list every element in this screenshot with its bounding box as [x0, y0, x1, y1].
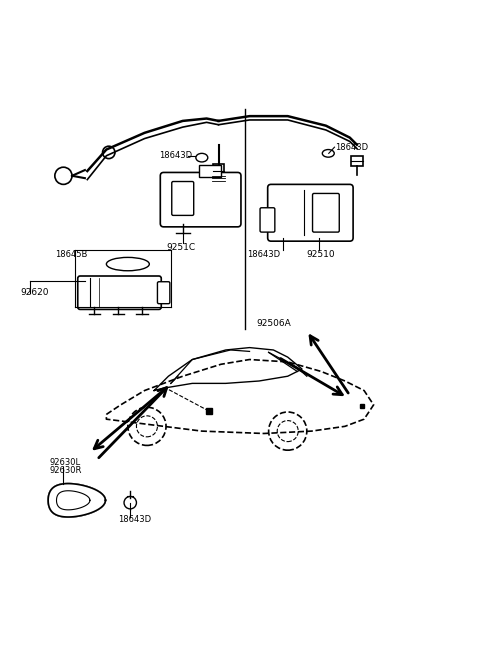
Text: 92620: 92620 [21, 288, 49, 297]
FancyBboxPatch shape [268, 185, 353, 241]
Text: 92630R: 92630R [49, 466, 82, 474]
Text: 18645B: 18645B [55, 250, 87, 259]
FancyBboxPatch shape [351, 156, 363, 166]
FancyBboxPatch shape [199, 165, 221, 177]
FancyBboxPatch shape [78, 276, 161, 309]
Text: 18643D: 18643D [336, 143, 369, 152]
Text: 18643D: 18643D [159, 151, 192, 160]
Circle shape [103, 147, 115, 158]
Text: 92510: 92510 [307, 250, 336, 259]
FancyBboxPatch shape [312, 193, 339, 232]
FancyBboxPatch shape [160, 172, 241, 227]
Text: 92630L: 92630L [49, 457, 80, 466]
Text: 18643D: 18643D [247, 250, 280, 259]
Ellipse shape [196, 153, 208, 162]
FancyBboxPatch shape [172, 181, 194, 215]
FancyBboxPatch shape [157, 282, 170, 304]
Text: 18643D: 18643D [118, 515, 151, 524]
Polygon shape [48, 484, 106, 517]
Text: 9251C: 9251C [166, 242, 195, 252]
FancyBboxPatch shape [260, 208, 275, 232]
Text: 92506A: 92506A [256, 319, 291, 328]
FancyBboxPatch shape [213, 164, 224, 181]
Ellipse shape [323, 150, 334, 157]
